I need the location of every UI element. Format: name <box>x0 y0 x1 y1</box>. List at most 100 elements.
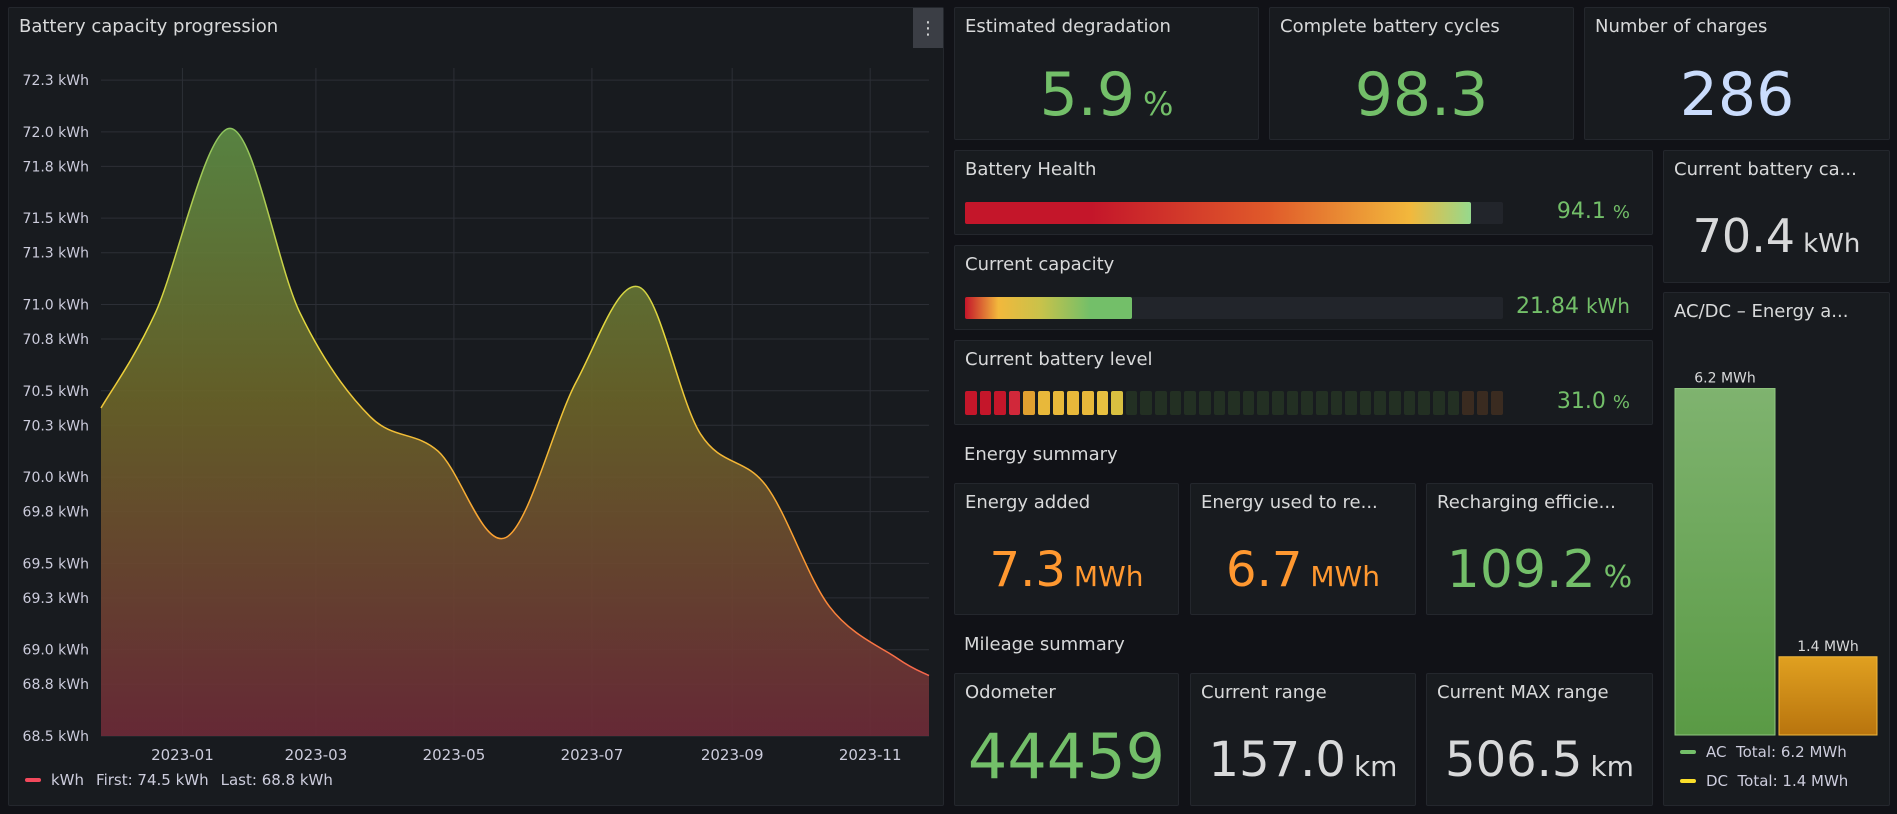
level-value: 31.0 % <box>1556 389 1630 414</box>
x-tick-label: 2023-11 <box>839 746 902 764</box>
bar-data-label: 1.4 MWh <box>1797 639 1859 655</box>
panel-title: Complete battery cycles <box>1280 16 1500 37</box>
cycles-panel: Complete battery cycles 98.3 <box>1269 7 1574 140</box>
energy-used-value: 6.7 MWh <box>1226 542 1380 598</box>
level-segment <box>1301 391 1313 415</box>
level-segment-bar <box>965 391 1503 415</box>
legend-dc[interactable]: DC Total: 1.4 MWh <box>1680 772 1848 790</box>
x-tick-label: 2023-05 <box>423 746 486 764</box>
y-tick-label: 71.5 kWh <box>23 211 89 227</box>
current-battery-capacity-panel: Current battery ca... 70.4 kWh <box>1663 150 1890 283</box>
level-segment <box>1447 391 1460 415</box>
level-segment <box>1330 391 1343 415</box>
panel-title: Estimated degradation <box>965 16 1171 37</box>
level-segment <box>1111 391 1123 415</box>
bar-ac[interactable] <box>1674 388 1776 736</box>
level-segment <box>1155 391 1167 415</box>
y-tick-label: 69.8 kWh <box>23 505 89 521</box>
panel-title: Battery Health <box>965 159 1097 180</box>
max-range-value: 506.5 km <box>1445 732 1634 788</box>
panel-menu-button[interactable]: ⋮ <box>913 8 943 48</box>
energy-used-panel: Energy used to re... 6.7 MWh <box>1190 483 1416 615</box>
capacity-series-line <box>100 127 930 677</box>
current-capacity-value: 70.4 kWh <box>1692 209 1861 263</box>
legend-ac[interactable]: AC Total: 6.2 MWh <box>1680 743 1847 761</box>
level-segment <box>1418 391 1430 415</box>
y-tick-label: 69.3 kWh <box>23 591 89 607</box>
cycles-value: 98.3 <box>1354 60 1489 130</box>
health-value: 94.1 % <box>1556 199 1630 224</box>
degradation-value: 5.9% <box>1039 60 1174 130</box>
level-segment <box>1389 391 1401 415</box>
level-segment <box>1081 391 1094 415</box>
ac-dc-bar-chart[interactable]: 6.2 MWh 1.4 MWh <box>1664 293 1891 743</box>
legend-series-name: kWh <box>51 771 85 789</box>
y-tick-label: 68.8 kWh <box>23 677 89 693</box>
level-segment <box>1023 391 1036 415</box>
y-tick-label: 71.3 kWh <box>23 246 89 262</box>
level-segment <box>1345 391 1357 415</box>
panel-title: AC/DC – Energy a... <box>1674 301 1849 322</box>
level-segment <box>1052 391 1065 415</box>
mileage-summary-title[interactable]: Mileage summary <box>964 634 1125 655</box>
panel-title: Battery capacity progression <box>19 16 279 37</box>
x-tick-label: 2023-09 <box>701 746 764 764</box>
y-tick-label: 69.0 kWh <box>23 643 89 659</box>
level-segment <box>1272 391 1284 415</box>
recharging-efficiency-panel: Recharging efficie... 109.2% <box>1426 483 1653 615</box>
level-segment <box>1228 391 1240 415</box>
panel-title: Number of charges <box>1595 16 1768 37</box>
capacity-progression-panel: Battery capacity progression ⋮ 68.5 kWh 6… <box>8 7 944 806</box>
panel-title: Current battery ca... <box>1674 159 1857 180</box>
x-tick-label: 2023-07 <box>561 746 624 764</box>
energy-summary-title[interactable]: Energy summary <box>964 444 1118 465</box>
level-segment <box>1125 391 1138 415</box>
efficiency-value: 109.2% <box>1446 540 1633 600</box>
legend-swatch <box>1680 779 1696 783</box>
ac-dc-energy-panel: AC/DC – Energy a... 6.2 MWh 1.4 MWh AC To… <box>1663 292 1890 806</box>
charges-panel: Number of charges 286 <box>1584 7 1890 140</box>
bar-data-label: 6.2 MWh <box>1694 371 1756 387</box>
legend-last: Last: 68.8 kWh <box>220 771 333 789</box>
level-segment <box>979 391 992 415</box>
bar-dc[interactable] <box>1778 656 1878 736</box>
level-segment <box>1462 391 1474 415</box>
legend-swatch <box>25 778 41 782</box>
x-tick-label: 2023-01 <box>151 746 214 764</box>
y-tick-label: 69.5 kWh <box>23 556 89 572</box>
level-segment <box>1140 391 1153 415</box>
battery-level-panel: Current battery level 31.0 % <box>954 340 1653 425</box>
odometer-panel: Odometer 44459 <box>954 673 1179 806</box>
level-segment <box>1038 391 1050 415</box>
panel-title: Current battery level <box>965 349 1153 370</box>
y-tick-label: 68.5 kWh <box>23 729 89 745</box>
level-segment <box>1096 391 1109 415</box>
health-bar-track <box>965 202 1503 224</box>
level-segment <box>1257 391 1270 415</box>
legend-swatch <box>1680 750 1696 754</box>
y-tick-label: 70.3 kWh <box>23 418 89 434</box>
y-tick-label: 72.0 kWh <box>23 125 89 141</box>
level-segment <box>1008 391 1021 415</box>
chart-legend[interactable]: kWh First: 74.5 kWh Last: 68.8 kWh <box>25 771 333 789</box>
level-segment <box>1242 391 1255 415</box>
capacity-area-chart[interactable]: 68.5 kWh 68.8 kWh 69.0 kWh 69.3 kWh 69.5 kWh… <box>9 8 945 768</box>
level-segment <box>1184 391 1196 415</box>
legend-first: First: 74.5 kWh <box>96 771 209 789</box>
y-tick-label: 71.0 kWh <box>23 297 89 313</box>
panel-title: Current range <box>1201 682 1327 703</box>
level-segment <box>1286 391 1299 415</box>
level-segment <box>1476 391 1489 415</box>
degradation-panel: Estimated degradation 5.9% <box>954 7 1259 140</box>
level-segment <box>1374 391 1386 415</box>
y-tick-label: 71.8 kWh <box>23 159 89 175</box>
panel-title: Recharging efficie... <box>1437 492 1616 513</box>
battery-health-panel: Battery Health 94.1 % <box>954 150 1653 235</box>
panel-title: Current MAX range <box>1437 682 1609 703</box>
ellipsis-vertical-icon: ⋮ <box>919 17 937 39</box>
level-segment <box>994 391 1006 415</box>
capacity-area-fill <box>101 128 929 736</box>
charges-value: 286 <box>1679 60 1795 130</box>
max-range-panel: Current MAX range 506.5 km <box>1426 673 1653 806</box>
odometer-value: 44459 <box>967 720 1166 793</box>
